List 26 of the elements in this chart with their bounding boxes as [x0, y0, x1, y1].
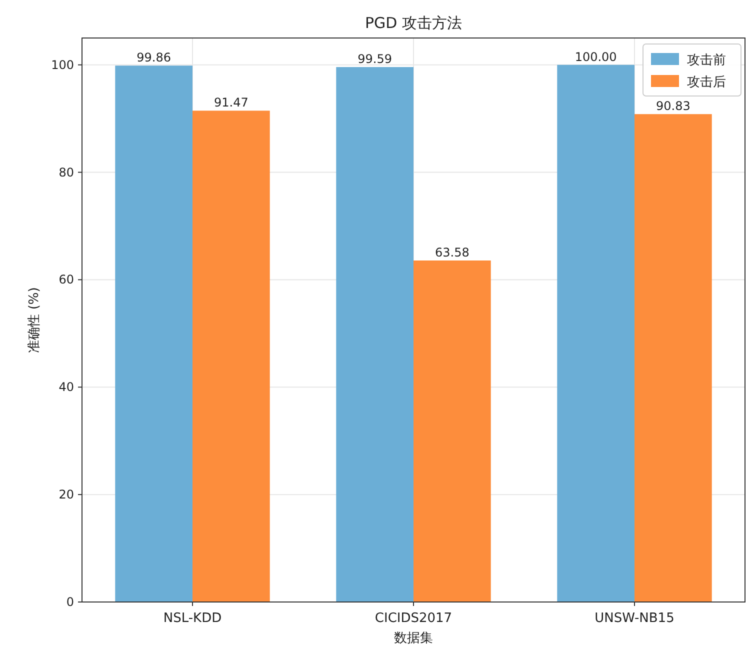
y-tick-label: 100	[51, 58, 74, 72]
bar	[336, 67, 414, 602]
data-label: 63.58	[434, 245, 470, 260]
y-tick-label: 80	[58, 165, 74, 180]
bar	[115, 66, 192, 602]
x-axis-title: 数据集	[394, 631, 433, 646]
x-tick-label: UNSW-NB15	[594, 611, 674, 626]
y-tick-label: 40	[58, 380, 74, 394]
bar	[192, 110, 270, 602]
bar	[414, 260, 491, 602]
data-label: 99.59	[358, 52, 392, 66]
y-tick-label: 60	[58, 272, 74, 287]
bar	[634, 114, 712, 602]
data-label: 99.86	[136, 50, 172, 65]
data-label: 90.83	[656, 99, 690, 114]
data-label: 91.47	[214, 96, 248, 110]
x-tick-label: CICIDS2017	[374, 611, 452, 626]
y-tick-label: 0	[66, 595, 74, 609]
legend-label: 攻击后	[687, 75, 726, 90]
chart-title: PGD 攻击方法	[365, 14, 462, 32]
y-tick-label: 20	[58, 488, 74, 502]
data-label: 100.00	[574, 50, 617, 64]
legend-label: 攻击前	[687, 53, 726, 68]
x-tick-label: NSL-KDD	[163, 611, 222, 626]
y-axis-title: 准确性 (%)	[27, 287, 42, 353]
bar	[557, 64, 634, 602]
